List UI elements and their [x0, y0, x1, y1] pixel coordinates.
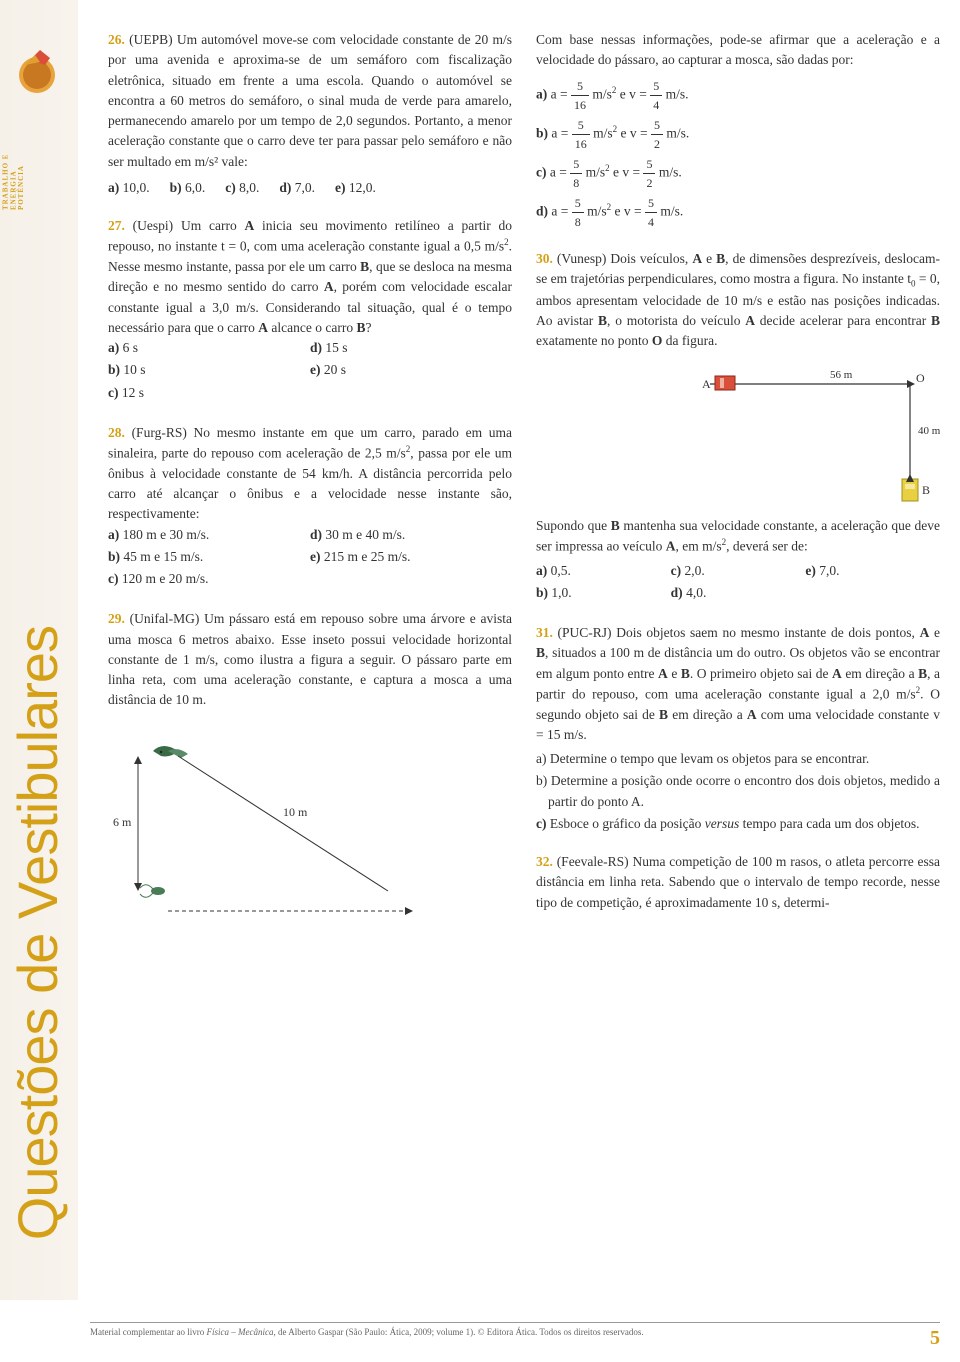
svg-text:56 m: 56 m — [830, 369, 853, 381]
svg-text:40 m: 40 m — [918, 425, 940, 437]
opt-a: a) a = 516 m/s2 e v = 54 m/s. — [536, 77, 940, 114]
question-32: 32. (Feevale-RS) Numa competição de 100 … — [536, 852, 940, 913]
svg-text:A: A — [702, 377, 711, 391]
page-number: 5 — [930, 1327, 940, 1350]
page-container: MOVIMENTOSTRABALHO EENERGIAPOTÊNCIA Ques… — [0, 0, 960, 1300]
opt-b: b) 1,0. — [536, 583, 671, 603]
opt-b: b) 6,0. — [170, 178, 206, 198]
opt-d: d) 7,0. — [279, 178, 315, 198]
label-6m: 6 m — [113, 815, 132, 829]
opt-a: a) 0,5. — [536, 561, 671, 581]
page-footer: Material complementar ao livro Física – … — [90, 1322, 940, 1350]
opt-e: e) 7,0. — [805, 561, 940, 581]
part-a: a) Determine o tempo que levam os objeto… — [536, 749, 940, 769]
part-c: c) Esboce o gráfico da posição versus te… — [536, 814, 940, 834]
svg-text:O: O — [916, 371, 925, 385]
q30-options: a) 0,5. b) 1,0. c) 2,0. d) 4,0. e) 7,0. — [536, 561, 940, 606]
opt-b: b) 10 s — [108, 360, 310, 380]
q28-options: a) 180 m e 30 m/s. b) 45 m e 15 m/s. c) … — [108, 525, 512, 592]
opt-b: b) a = 516 m/s2 e v = 52 m/s. — [536, 116, 940, 153]
q-num: 32. — [536, 854, 553, 869]
question-29: 29. (Unifal-MG) Um pássaro está em repou… — [108, 609, 512, 925]
opt-a: a) 10,0. — [108, 178, 150, 198]
q26-options: a) 10,0. b) 6,0. c) 8,0. d) 7,0. e) 12,0… — [108, 178, 512, 198]
opt-e: e) 215 m e 25 m/s. — [310, 547, 512, 567]
footer-text: Material complementar ao livro Física – … — [90, 1327, 644, 1350]
vertical-title: Questões de Vestibulares — [5, 626, 70, 1240]
q-num: 31. — [536, 625, 553, 640]
left-column: 26. (UEPB) Um automóvel move-se com velo… — [108, 30, 512, 1280]
question-26: 26. (UEPB) Um automóvel move-se com velo… — [108, 30, 512, 198]
question-30: 30. (Vunesp) Dois veículos, A e B, de di… — [536, 249, 940, 606]
q-num: 27. — [108, 218, 125, 233]
bird-figure: 6 m 10 m — [108, 726, 448, 926]
q-num: 26. — [108, 32, 125, 47]
tab-label: MOVIMENTOSTRABALHO EENERGIAPOTÊNCIA — [0, 150, 26, 210]
opt-c: c) 120 m e 20 m/s. — [108, 569, 310, 589]
q-text: (Feevale-RS) Numa competição de 100 m ra… — [536, 854, 940, 910]
opt-d: d) 30 m e 40 m/s. — [310, 525, 512, 545]
opt-d: d) a = 58 m/s2 e v = 54 m/s. — [536, 194, 940, 231]
part-b: b) Determine a posição onde ocorre o enc… — [536, 771, 940, 812]
sidebar-icon — [10, 40, 65, 95]
opt-c: c) a = 58 m/s2 e v = 52 m/s. — [536, 155, 940, 192]
opt-a: a) 6 s — [108, 338, 310, 358]
q-num: 30. — [536, 251, 553, 266]
q-num: 29. — [108, 611, 125, 626]
content-area: 26. (UEPB) Um automóvel move-se com velo… — [78, 0, 960, 1300]
question-28: 28. (Furg-RS) No mesmo instante em que u… — [108, 423, 512, 592]
opt-e: e) 20 s — [310, 360, 512, 380]
opt-e: e) 12,0. — [335, 178, 376, 198]
svg-text:B: B — [922, 483, 930, 497]
q-text: (UEPB) Um automóvel move-se com velocida… — [108, 32, 512, 169]
opt-d: d) 15 s — [310, 338, 512, 358]
right-column: Com base nessas informações, pode-se afi… — [536, 30, 940, 1280]
opt-a: a) 180 m e 30 m/s. — [108, 525, 310, 545]
opt-c: c) 12 s — [108, 383, 310, 403]
opt-c: c) 8,0. — [225, 178, 259, 198]
q27-options: a) 6 s b) 10 s c) 12 s d) 15 s e) 20 s — [108, 338, 512, 405]
q-text: (Unifal-MG) Um pássaro está em repouso s… — [108, 611, 512, 707]
opt-b: b) 45 m e 15 m/s. — [108, 547, 310, 567]
car-figure: A O 56 m 40 m B — [690, 364, 940, 504]
question-31: 31. (PUC-RJ) Dois objetos saem no mesmo … — [536, 623, 940, 834]
opt-c: c) 2,0. — [671, 561, 806, 581]
sidebar: MOVIMENTOSTRABALHO EENERGIAPOTÊNCIA Ques… — [0, 0, 78, 1300]
q-num: 28. — [108, 425, 125, 440]
question-27: 27. (Uespi) Um carro A inicia seu movime… — [108, 216, 512, 405]
label-10m: 10 m — [283, 805, 308, 819]
opt-d: d) 4,0. — [671, 583, 806, 603]
q29-answers: Com base nessas informações, pode-se afi… — [536, 30, 940, 231]
q29r-intro: Com base nessas informações, pode-se afi… — [536, 32, 940, 67]
